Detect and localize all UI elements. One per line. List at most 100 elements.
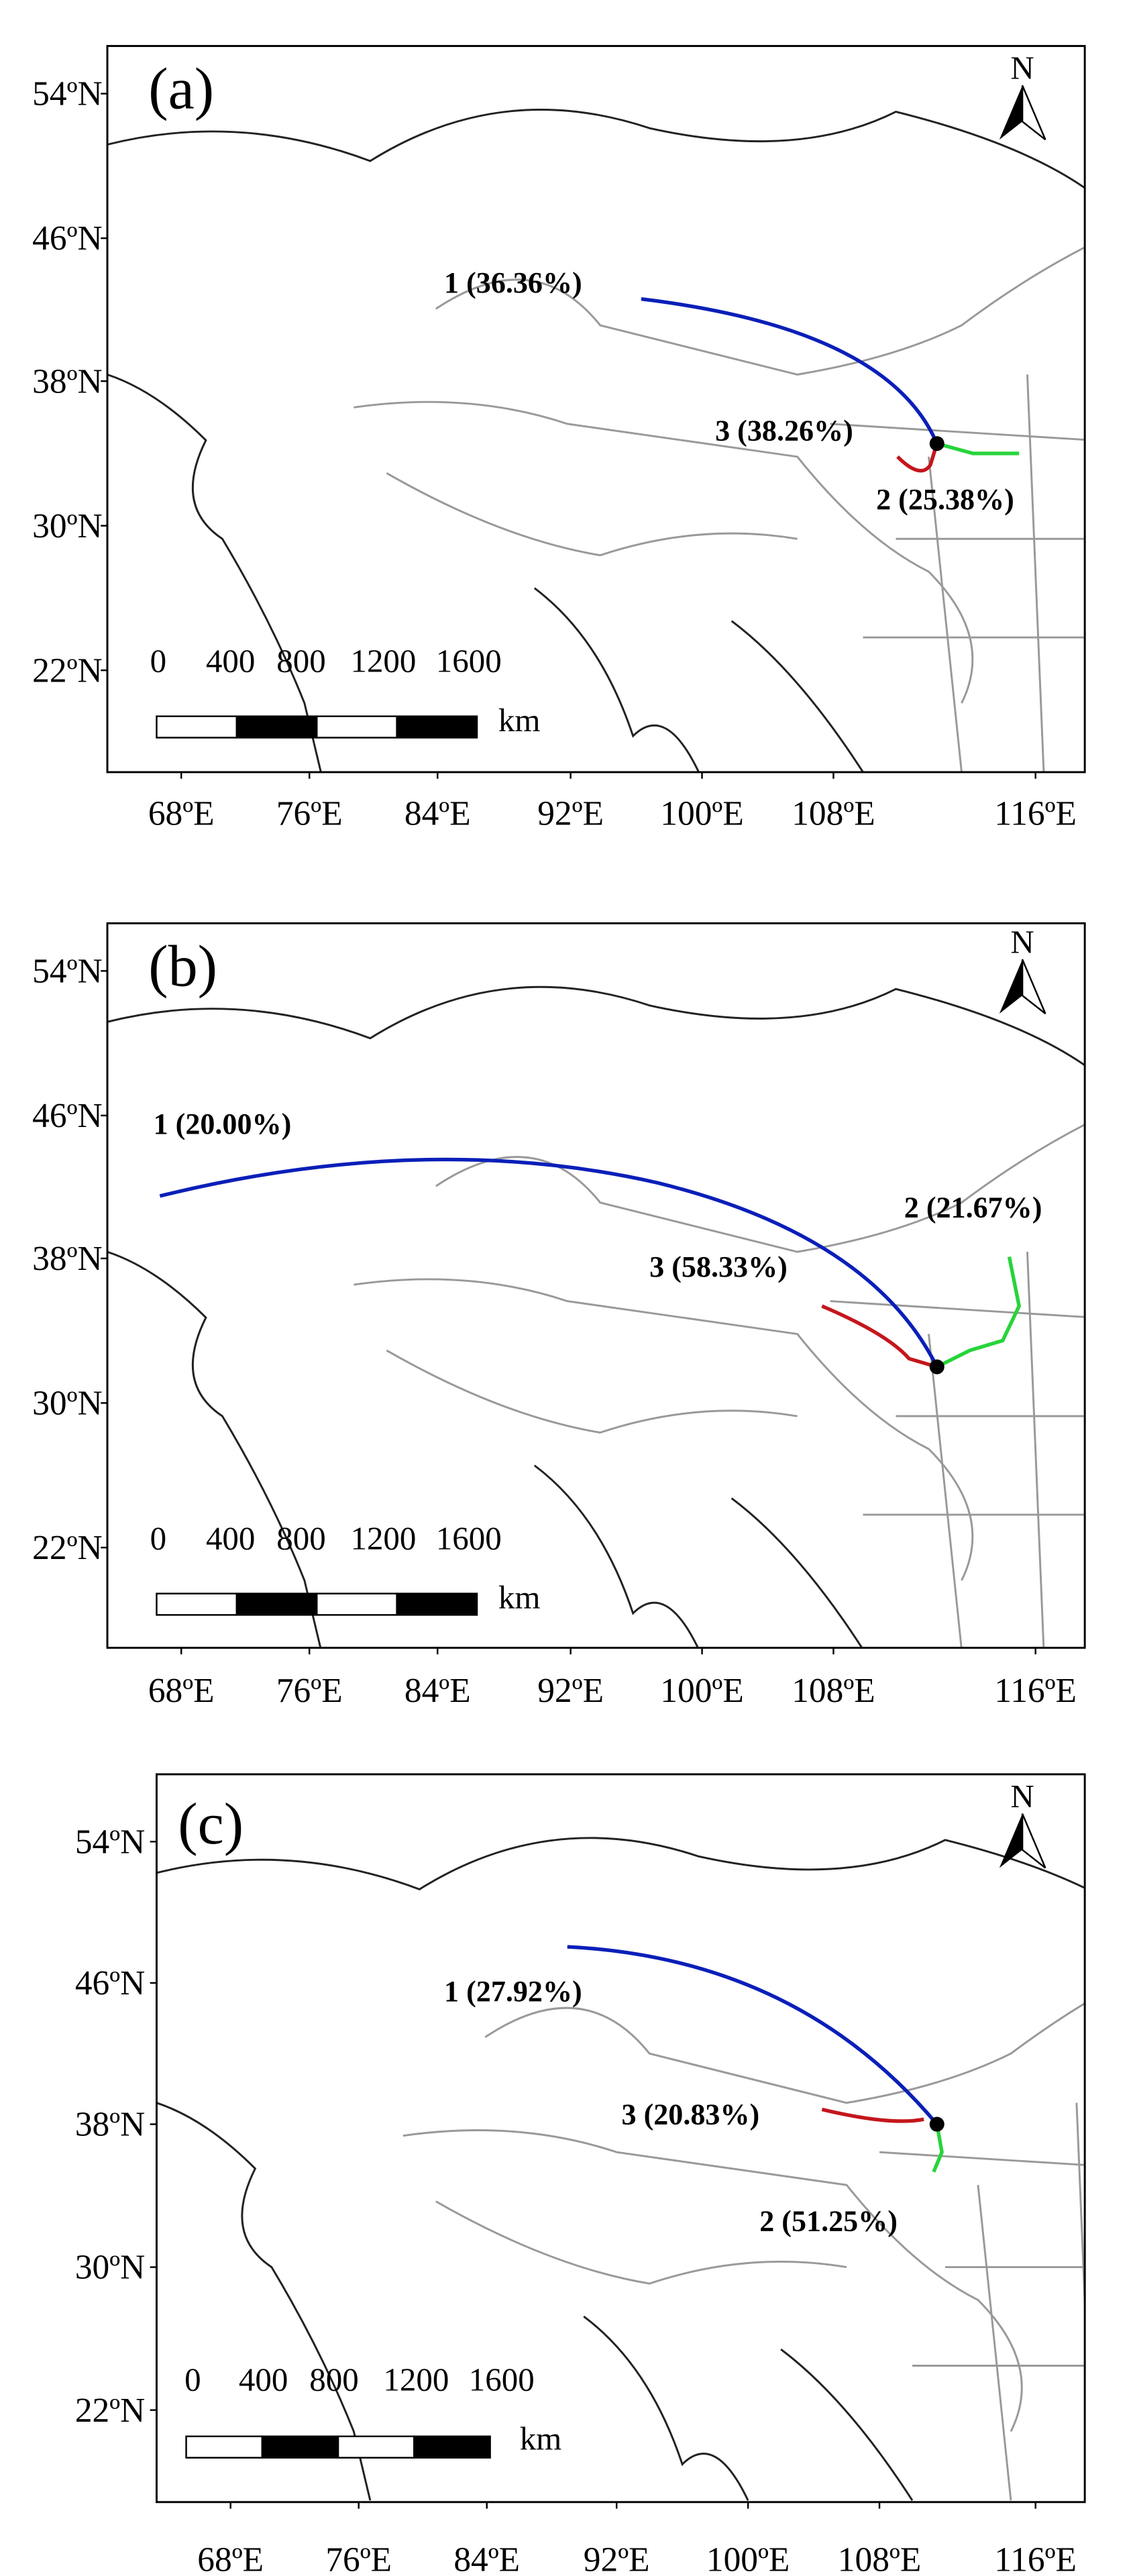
boundary <box>354 400 974 704</box>
y-tick-label: 46ºN <box>32 219 102 258</box>
x-tick-label: 84ºE <box>453 2541 520 2576</box>
cluster-label: 2 (51.25%) <box>759 2205 898 2238</box>
scale-segment <box>235 715 318 739</box>
cluster-label: 3 (58.33%) <box>649 1250 788 1283</box>
site-dot <box>929 1359 945 1375</box>
x-tick-label: 68ºE <box>197 2541 264 2576</box>
trajectory-2 <box>936 1256 1022 1368</box>
map-frame <box>156 1773 1086 2504</box>
map-area <box>107 985 1085 1648</box>
panel-label: (c) <box>178 1791 244 1857</box>
site-dot <box>929 2116 945 2132</box>
scale-label: 1600 <box>436 1519 502 1556</box>
boundary <box>435 1123 1085 1253</box>
map-frame <box>106 922 1086 1649</box>
x-tick-label: 84ºE <box>404 1672 471 1710</box>
y-tick-label: 22ºN <box>75 2392 145 2430</box>
boundary <box>156 1837 1085 1890</box>
scale-unit: km <box>520 2420 562 2457</box>
scale-segment <box>156 1593 238 1616</box>
north-arrow <box>1021 959 1046 1014</box>
boundary <box>354 1278 974 1581</box>
boundary <box>484 2002 1085 2104</box>
y-tick-label: 22ºN <box>32 651 102 690</box>
x-tick-label: 92ºE <box>537 794 604 833</box>
x-tick-label: 92ºE <box>537 1672 604 1710</box>
cluster-label: 1 (36.36%) <box>444 266 582 299</box>
scale-label: 1200 <box>350 643 416 680</box>
boundary <box>386 472 798 557</box>
x-tick-label: 108ºE <box>792 1672 875 1710</box>
x-tick-label: 84ºE <box>404 794 471 833</box>
x-tick-label: 100ºE <box>706 2541 790 2576</box>
scale-label: 800 <box>276 1519 325 1556</box>
y-tick-label: 38ºN <box>32 362 102 400</box>
y-tick-label: 54ºN <box>75 1823 145 1861</box>
y-tick-label: 30ºN <box>75 2249 145 2287</box>
x-tick-label: 100ºE <box>660 1672 743 1710</box>
scale-label: 800 <box>276 643 325 680</box>
trajectory-1 <box>641 297 939 445</box>
x-tick-label: 108ºE <box>792 794 875 833</box>
boundary <box>156 2102 372 2501</box>
north-arrow <box>999 85 1023 140</box>
map-panel: (a) 54ºN 46ºN 38ºN 30ºN 22ºN 68ºE 76ºE 84ºE 92ºE 1… <box>32 45 1086 833</box>
scale-label: 0 <box>184 2361 201 2398</box>
north-label: N <box>1010 923 1034 960</box>
scale-label: 0 <box>150 643 166 680</box>
x-tick-label: 116ºE <box>994 1672 1077 1710</box>
boundary <box>435 2200 847 2285</box>
cluster-label: 1 (20.00%) <box>154 1108 292 1140</box>
scale-segment <box>156 715 238 739</box>
scale-label: 1600 <box>436 643 502 680</box>
x-tick-label: 116ºE <box>994 794 1077 833</box>
x-tick-label: 68ºE <box>148 1672 215 1710</box>
trajectory-1 <box>567 1945 938 2126</box>
trajectory-2 <box>932 2124 944 2173</box>
scale-label: 400 <box>206 643 255 680</box>
scale-label: 1600 <box>469 2361 535 2398</box>
scale-label: 800 <box>309 2361 358 2398</box>
scale-label: 1200 <box>383 2361 449 2398</box>
trajectory-3 <box>821 2107 924 2123</box>
boundary <box>533 1464 863 1648</box>
y-tick-label: 54ºN <box>32 75 102 113</box>
boundary <box>435 246 1085 376</box>
map-area <box>156 1837 1085 2502</box>
x-tick-label: 92ºE <box>584 2541 650 2576</box>
scale-segment <box>396 715 478 739</box>
boundary <box>402 2129 1023 2432</box>
x-tick-label: 76ºE <box>325 2541 392 2576</box>
map-panel: (c) 54ºN 46ºN 38ºN 30ºN 22ºN 68ºE 76ºE 84ºE 92ºE 1… <box>75 1773 1086 2576</box>
map-area <box>107 109 1085 773</box>
scale-segment <box>337 2435 415 2459</box>
x-tick-label: 116ºE <box>994 2541 1077 2576</box>
boundary <box>830 374 1085 773</box>
scale-segment <box>316 715 398 739</box>
scale-unit: km <box>498 702 541 739</box>
boundary <box>386 1349 798 1434</box>
boundary <box>830 1252 1085 1648</box>
boundary <box>879 2102 1085 2501</box>
boundary <box>583 2315 914 2502</box>
scale-segment <box>396 1593 478 1616</box>
y-tick-label: 46ºN <box>32 1097 102 1135</box>
y-tick-label: 46ºN <box>75 1964 145 2002</box>
boundary <box>107 1250 322 1648</box>
panel-label: (b) <box>148 933 217 999</box>
cluster-label: 2 (25.38%) <box>876 483 1014 516</box>
y-tick-label: 22ºN <box>32 1529 102 1567</box>
scale-segment <box>261 2435 339 2459</box>
cluster-label: 2 (21.67%) <box>904 1191 1042 1224</box>
site-dot <box>929 436 945 451</box>
boundary <box>107 109 1085 189</box>
scale-unit: km <box>498 1579 541 1616</box>
y-tick-label: 38ºN <box>32 1240 102 1278</box>
north-arrow <box>1021 85 1046 141</box>
scale-label: 1200 <box>350 1519 416 1556</box>
x-tick-label: 108ºE <box>838 2541 921 2576</box>
y-tick-label: 30ºN <box>32 507 102 545</box>
scale-segment <box>185 2435 264 2459</box>
north-label: N <box>1010 1778 1034 1815</box>
